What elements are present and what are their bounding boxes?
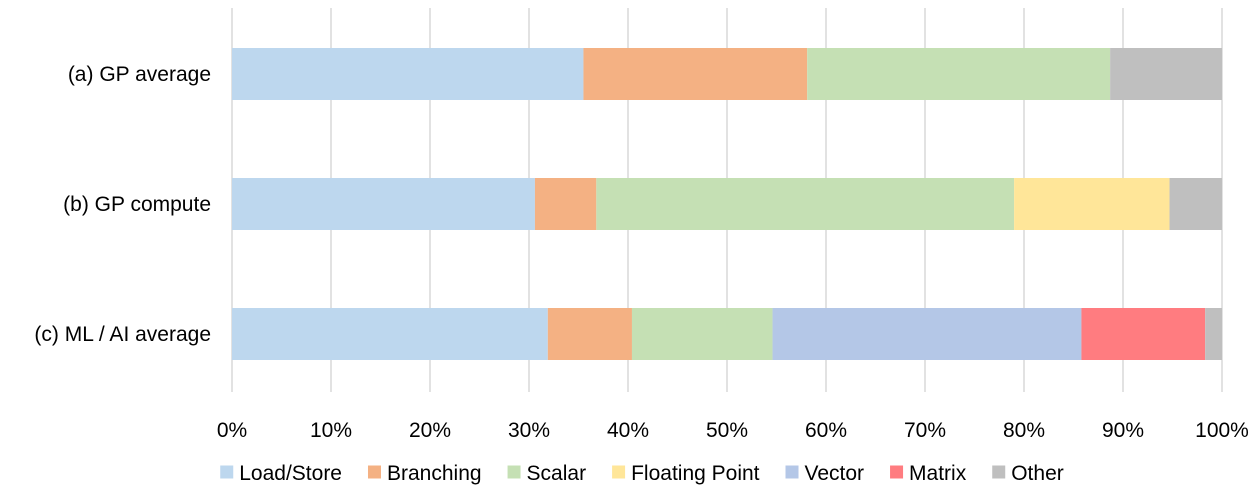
legend-label: Vector	[805, 462, 865, 485]
legend-label: Branching	[387, 462, 482, 485]
legend: Load/Store Branching Scalar Floating Point V…	[220, 462, 1064, 485]
bar-segment	[583, 48, 808, 100]
bar-segment	[1205, 308, 1222, 360]
bar-segment	[631, 308, 773, 360]
x-tick-label: 70%	[904, 419, 946, 442]
legend-item: Vector	[785, 462, 865, 485]
bar-segment	[232, 308, 548, 360]
legend-label: Scalar	[527, 462, 587, 485]
legend-swatch	[507, 465, 521, 479]
x-tick-labels: 0% 10% 20% 30% 40% 50% 60% 70% 80% 90% 100%	[217, 419, 1249, 442]
x-tick-label: 20%	[409, 419, 451, 442]
legend-swatch	[220, 465, 234, 479]
bar-segment	[772, 308, 1082, 360]
bar-segment	[1081, 308, 1206, 360]
bar-segment	[807, 48, 1111, 100]
bar-segment	[1169, 178, 1222, 230]
x-tick-label: 90%	[1102, 419, 1144, 442]
x-tick-label: 40%	[607, 419, 649, 442]
bar-segment	[1014, 178, 1170, 230]
legend-swatch	[992, 465, 1006, 479]
category-labels: (a) GP average (b) GP compute (c) ML / AI …	[34, 63, 211, 346]
legend-item: Branching	[367, 462, 482, 485]
legend-swatch	[612, 465, 626, 479]
category-label: (c) ML / AI average	[34, 323, 211, 346]
bar-segment	[232, 48, 584, 100]
bar-segment	[547, 308, 632, 360]
bar-segment	[232, 178, 535, 230]
bar-segment	[596, 178, 1015, 230]
legend-item: Other	[992, 462, 1064, 485]
category-label: (b) GP compute	[63, 193, 211, 216]
legend-label: Floating Point	[631, 462, 760, 485]
legend-item: Scalar	[507, 462, 587, 485]
legend-label: Other	[1011, 462, 1064, 485]
legend-swatch	[785, 465, 799, 479]
legend-item: Load/Store	[220, 462, 342, 485]
x-tick-label: 0%	[217, 419, 247, 442]
category-label: (a) GP average	[68, 63, 211, 86]
x-tick-label: 100%	[1195, 419, 1249, 442]
bar-segment	[534, 178, 597, 230]
x-tick-label: 80%	[1003, 419, 1045, 442]
legend-swatch	[367, 465, 381, 479]
bars	[232, 48, 1222, 360]
bar-segment	[1110, 48, 1222, 100]
x-tick-label: 30%	[508, 419, 550, 442]
legend-label: Load/Store	[239, 462, 342, 485]
legend-label: Matrix	[909, 462, 967, 485]
legend-swatch	[890, 465, 904, 479]
x-tick-label: 10%	[310, 419, 352, 442]
legend-item: Matrix	[890, 462, 967, 485]
x-tick-label: 60%	[805, 419, 847, 442]
x-tick-label: 50%	[706, 419, 748, 442]
legend-item: Floating Point	[612, 462, 760, 485]
